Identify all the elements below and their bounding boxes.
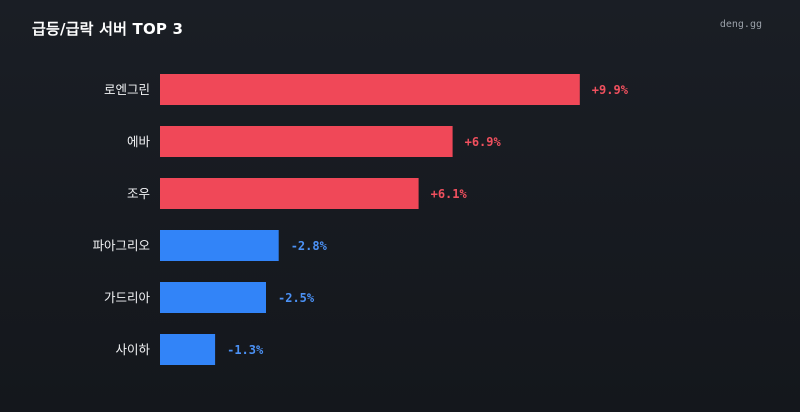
value-label: -2.5%: [278, 291, 315, 305]
bar-row: 에바 +6.9%: [127, 126, 502, 157]
bar-row: 파아그리오 -2.8%: [92, 230, 328, 261]
category-label: 파아그리오: [92, 238, 150, 253]
category-label: 조우: [127, 186, 150, 201]
bar-up: [160, 126, 453, 157]
bar-row: 가드리아 -2.5%: [104, 282, 315, 313]
bar-up: [160, 74, 580, 105]
bar-up: [160, 178, 419, 209]
bar-down: [160, 334, 216, 365]
value-label: -1.3%: [227, 343, 264, 357]
bars-layer: 로엔그린 +9.9% 에바 +6.9% 조우 +6.1% 파아그리오 -2.8% 가드리아 -2.…: [92, 74, 629, 365]
category-label: 에바: [127, 134, 151, 149]
bar-down: [160, 282, 266, 313]
category-label: 사이하: [115, 342, 150, 357]
brand-watermark: deng.gg: [719, 19, 762, 30]
value-label: +6.1%: [431, 187, 468, 201]
bar-down: [160, 230, 279, 261]
category-label: 로엔그린: [104, 82, 150, 97]
value-label: +9.9%: [592, 83, 629, 97]
value-label: +6.9%: [465, 135, 502, 149]
value-label: -2.8%: [291, 239, 328, 253]
bar-row: 사이하 -1.3%: [115, 334, 264, 365]
category-label: 가드리아: [104, 290, 151, 305]
chart-title: 급등/급락 서버 TOP 3: [32, 20, 184, 38]
bar-row: 조우 +6.1%: [127, 178, 468, 209]
bar-row: 로엔그린 +9.9%: [104, 74, 629, 105]
